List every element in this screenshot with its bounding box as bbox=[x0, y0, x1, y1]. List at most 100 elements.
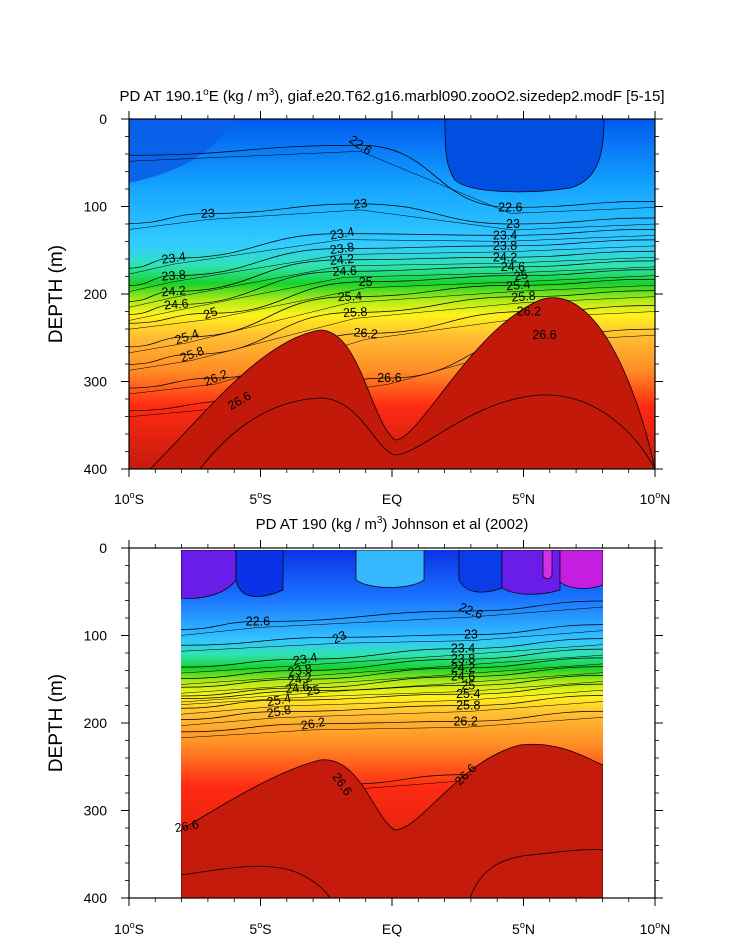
contour-label: 25 bbox=[359, 275, 373, 289]
contour-line bbox=[181, 648, 603, 679]
top-panel: PD AT 190.1oE (kg / m3), giaf.e20.T62.g1… bbox=[46, 87, 670, 507]
contour-label: 26.6 bbox=[377, 371, 401, 385]
x-tick-label: 10oN bbox=[640, 490, 671, 507]
contour-line-minor bbox=[129, 245, 655, 292]
contour-label: 24.6 bbox=[284, 679, 310, 696]
y-tick-label: 0 bbox=[99, 540, 107, 556]
contour-label: 26.2 bbox=[453, 714, 477, 728]
contour-line bbox=[181, 675, 603, 699]
contour-label: 25.4 bbox=[506, 277, 532, 293]
bottom-panel: PD AT 190 (kg / m3) Johnson et al (2002)… bbox=[46, 515, 670, 937]
x-tick-label: EQ bbox=[382, 491, 402, 507]
bottom-panel-title: PD AT 190 (kg / m3) Johnson et al (2002) bbox=[256, 515, 529, 533]
y-tick-label: 200 bbox=[84, 286, 108, 302]
y-tick-label: 0 bbox=[99, 111, 107, 127]
contour-label: 24.2 bbox=[329, 252, 355, 268]
contour-line-minor bbox=[181, 701, 603, 726]
x-tick-label: 5oS bbox=[249, 490, 271, 507]
contour-line bbox=[129, 229, 655, 269]
top-deepest-contour bbox=[199, 394, 655, 469]
contour-label: 23.8 bbox=[329, 240, 355, 257]
contour-label: 22.6 bbox=[246, 615, 270, 629]
x-tick-label: 5oN bbox=[512, 490, 535, 507]
contour-line bbox=[181, 710, 603, 733]
top-panel-title: PD AT 190.1oE (kg / m3), giaf.e20.T62.g1… bbox=[119, 87, 664, 105]
x-tick-label: EQ bbox=[382, 921, 402, 937]
contour-line bbox=[129, 278, 655, 348]
contour-line bbox=[181, 624, 603, 646]
x-tick-label: 10oS bbox=[114, 490, 144, 507]
contour-label: 25 bbox=[513, 268, 529, 284]
contour-label: 23 bbox=[464, 628, 478, 642]
contour-label: 24.2 bbox=[287, 670, 313, 688]
contour-label: 23.8 bbox=[493, 239, 517, 253]
contour-line bbox=[129, 250, 655, 302]
contour-label: 25.4 bbox=[337, 289, 362, 304]
contour-line bbox=[129, 290, 655, 365]
top-contour-lines bbox=[129, 144, 655, 417]
contour-line-minor bbox=[181, 606, 603, 636]
contour-label: 23.4 bbox=[493, 228, 517, 242]
contour-label: 25.8 bbox=[343, 305, 368, 320]
contour-line bbox=[181, 638, 603, 668]
contour-label: 26.6 bbox=[532, 328, 556, 342]
contour-label: 23.8 bbox=[451, 652, 475, 666]
contour-line-minor bbox=[129, 257, 655, 308]
contour-label: 25.8 bbox=[511, 289, 537, 305]
x-tick-label: 10oS bbox=[114, 920, 144, 937]
contour-label: 23 bbox=[353, 196, 369, 212]
bottom-deep-fill bbox=[181, 743, 603, 898]
bottom-blue-right bbox=[458, 550, 503, 593]
bottom-y-axis-label: DEPTH (m) bbox=[46, 674, 67, 772]
x-tick-label: 5oN bbox=[512, 920, 535, 937]
contour-line-minor bbox=[129, 209, 655, 231]
contour-line bbox=[129, 239, 655, 286]
x-tick-label: 5oS bbox=[249, 920, 271, 937]
contour-line-minor bbox=[181, 717, 603, 739]
contour-line-minor bbox=[181, 663, 603, 694]
contour-line bbox=[181, 695, 603, 720]
bottom-deepest-contour bbox=[181, 865, 331, 898]
contour-line-minor bbox=[129, 266, 655, 321]
contour-line bbox=[181, 600, 603, 630]
contour-line bbox=[181, 657, 603, 688]
bottom-deepest-contour-right bbox=[469, 849, 603, 898]
contour-label: 24.6 bbox=[501, 260, 525, 274]
bottom-magenta-spot bbox=[542, 550, 553, 580]
top-axis-ticks: 0 100 200 300 400 10oS 5oS EQ 5oN 10oN bbox=[84, 111, 671, 507]
contour-label: 24.2 bbox=[493, 250, 517, 264]
contour-label: 26.2 bbox=[517, 305, 541, 319]
contour-label: 25 bbox=[202, 304, 220, 322]
y-tick-label: 100 bbox=[84, 199, 108, 215]
contour-label: 25.8 bbox=[456, 699, 480, 713]
contour-label: 24.2 bbox=[161, 283, 187, 299]
contour-label: 23 bbox=[506, 217, 520, 231]
bottom-blue-left bbox=[235, 550, 284, 597]
contour-line bbox=[181, 666, 603, 697]
contour-line bbox=[129, 269, 655, 324]
contour-label: 25.8 bbox=[266, 703, 292, 721]
contour-label: 25.4 bbox=[456, 687, 480, 701]
y-tick-label: 100 bbox=[84, 628, 108, 644]
contour-label: 25 bbox=[461, 678, 475, 692]
y-tick-label: 400 bbox=[84, 461, 108, 477]
bottom-equator-tongue bbox=[355, 550, 425, 588]
y-tick-label: 300 bbox=[84, 803, 108, 819]
y-tick-label: 200 bbox=[84, 715, 108, 731]
contour-line-minor bbox=[129, 285, 655, 354]
contour-line bbox=[129, 144, 655, 208]
contour-line-minor bbox=[129, 235, 655, 275]
contour-label: 24.6 bbox=[332, 264, 357, 279]
top-y-axis-label: DEPTH (m) bbox=[46, 245, 67, 343]
contour-label: 26.2 bbox=[353, 325, 379, 341]
bottom-contour-labels: 22.6 22.623 2323.423.423.823.824.224.224.6… bbox=[174, 600, 485, 835]
contour-line-minor bbox=[181, 689, 603, 715]
contour-line-minor bbox=[181, 681, 603, 705]
contour-line bbox=[129, 260, 655, 315]
contour-label: 23 bbox=[330, 628, 349, 647]
contour-label: 23.4 bbox=[161, 249, 187, 266]
contour-label: 23.8 bbox=[161, 268, 187, 284]
x-tick-label: 10oN bbox=[640, 920, 671, 937]
contour-label: 23.4 bbox=[292, 650, 318, 668]
